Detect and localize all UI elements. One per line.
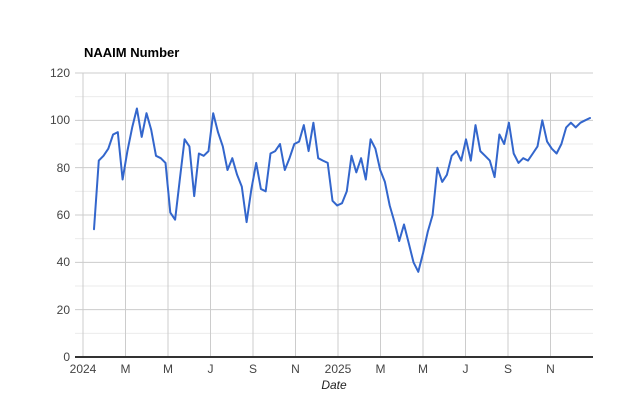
x-tick-label: M xyxy=(375,362,386,376)
y-tick-label: 80 xyxy=(56,160,70,175)
x-tick-label: M xyxy=(120,362,131,376)
x-tick-label: J xyxy=(462,362,469,376)
x-tick-label: M xyxy=(418,362,428,376)
y-tick-label: 20 xyxy=(56,302,70,317)
y-tick-label: 40 xyxy=(56,255,70,270)
x-tick-label: N xyxy=(291,362,300,376)
x-tick-label: J xyxy=(207,362,214,376)
x-tick-label: 2024 xyxy=(69,362,97,376)
x-tick-label: 2025 xyxy=(324,362,352,376)
y-tick-label: 0 xyxy=(63,350,70,364)
y-tick-label: 100 xyxy=(49,113,70,128)
chart-title: NAAIM Number xyxy=(84,45,180,60)
x-tick-label: M xyxy=(163,362,173,376)
x-tick-label: N xyxy=(546,362,555,376)
x-tick-label: S xyxy=(503,362,512,376)
naaim-series-line[interactable] xyxy=(93,107,591,273)
y-tick-label: 60 xyxy=(56,208,70,222)
x-axis-title: Date xyxy=(321,378,347,392)
x-tick-label: S xyxy=(248,362,257,376)
y-tick-label: 120 xyxy=(49,66,70,80)
